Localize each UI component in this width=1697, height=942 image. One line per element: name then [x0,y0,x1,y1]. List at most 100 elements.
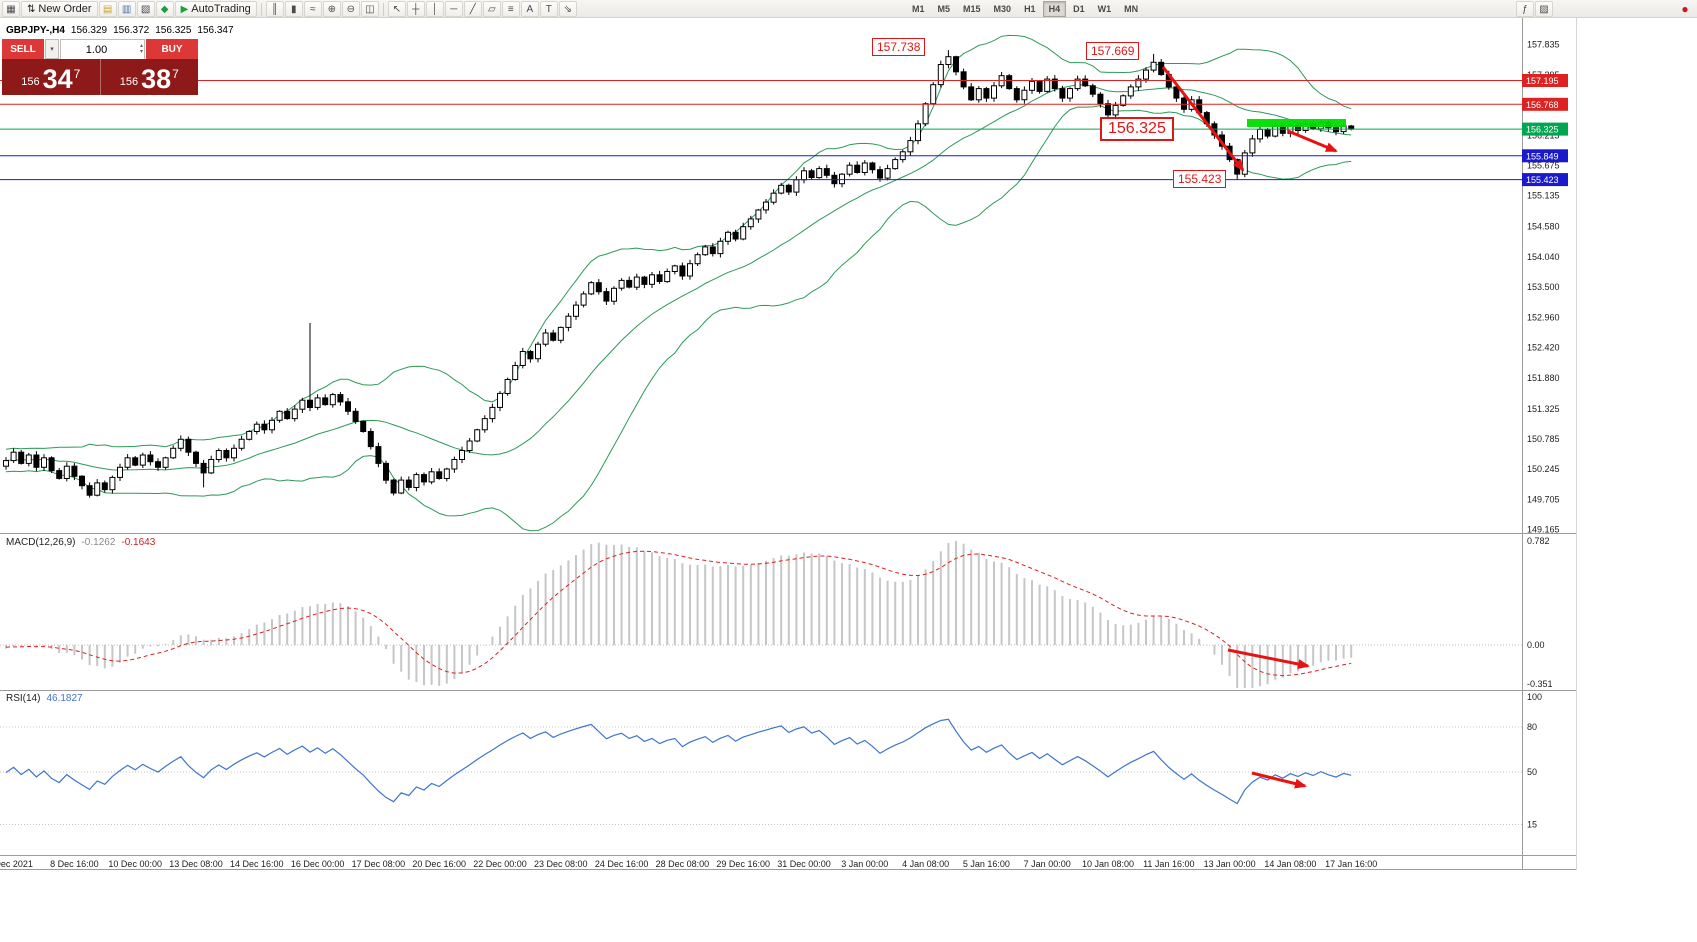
timeframe-w1-button[interactable]: W1 [1092,1,1118,17]
sell-price-pip: 7 [73,67,81,81]
svg-text:155.423: 155.423 [1526,175,1559,185]
market-watch-button[interactable]: ▥ [117,1,136,17]
horizontal-line-button[interactable]: ─ [444,1,463,17]
community-button[interactable]: ● [1676,1,1694,17]
svg-text:14 Jan 08:00: 14 Jan 08:00 [1264,859,1316,869]
autotrading-icon: ▶ [180,3,189,15]
rsi-line [5,718,1352,805]
candlestick-chart-button[interactable]: ▮ [284,1,303,17]
svg-text:10 Jan 08:00: 10 Jan 08:00 [1082,859,1134,869]
volume-stepper: ▴ ▾ [140,40,143,58]
buy-price-big: 38 [141,64,172,94]
toolbar-separator [382,2,384,16]
svg-text:16 Dec 00:00: 16 Dec 00:00 [291,859,345,869]
svg-text:5 Jan 16:00: 5 Jan 16:00 [963,859,1010,869]
macd-signal-line [5,550,1352,677]
line-chart-button[interactable]: ≈ [303,1,322,17]
hline-155-849[interactable]: 155.849 [0,149,1568,163]
templates-button[interactable]: ▨ [1535,1,1553,17]
timeframe-d1-button[interactable]: D1 [1067,1,1091,17]
timeframe-m15-button[interactable]: M15 [957,1,987,17]
svg-text:50: 50 [1527,767,1537,777]
svg-text:149.165: 149.165 [1527,525,1560,535]
red-arrow[interactable] [1161,66,1245,172]
ohlc-low: 156.325 [155,25,192,36]
timeframe-m30-button[interactable]: M30 [988,1,1018,17]
profiles-button[interactable]: ▤ [98,1,117,17]
svg-text:29 Dec 16:00: 29 Dec 16:00 [716,859,770,869]
timeframe-mn-button[interactable]: MN [1118,1,1144,17]
price-callout[interactable]: 157.669 [1086,42,1140,60]
buy-price-display[interactable]: 156 38 7 [99,59,199,95]
buy-price-pip: 7 [172,67,179,81]
indicators-button[interactable]: ƒ [1516,1,1534,17]
new-order-button[interactable]: ⇅ New Order [21,1,98,17]
price-callout[interactable]: 155.423 [1173,170,1227,188]
trendline-button[interactable]: ╱ [463,1,482,17]
crosshair-button[interactable]: ┼ [406,1,425,17]
order-type-dropdown[interactable]: ▾ [45,39,59,59]
price-axis[interactable]: 157.835157.295156.755156.215155.675155.1… [1527,40,1560,535]
hline-155-423[interactable]: 155.423 [0,173,1568,187]
fibonacci-button[interactable]: ≡ [501,1,520,17]
new-chart-button[interactable]: ▦ [2,1,20,17]
sell-button[interactable]: SELL [2,39,44,59]
text-label-button[interactable]: T [539,1,558,17]
timeframe-m1-button[interactable]: M1 [906,1,931,17]
zoom-out-button[interactable]: ⊖ [341,1,360,17]
timeframe-m5-button[interactable]: M5 [932,1,957,17]
toolbar-right-cluster: ƒ ▨ [1516,0,1553,18]
timeframe-h1-button[interactable]: H1 [1018,1,1042,17]
cursor-button[interactable]: ↖ [387,1,406,17]
ohlc-open: 156.329 [70,25,108,36]
svg-text:17 Dec 08:00: 17 Dec 08:00 [352,859,406,869]
macd-scale: 0.782 0.00 -0.351 [1527,536,1553,689]
sell-price-big: 34 [42,64,73,94]
tile-windows-button[interactable]: ◫ [360,1,379,17]
candles-layer [3,50,1355,498]
autotrading-label: AutoTrading [191,2,251,15]
svg-text:20 Dec 16:00: 20 Dec 16:00 [412,859,466,869]
hline-156-768[interactable]: 156.768 [0,97,1568,111]
hline-157-195[interactable]: 157.195 [0,74,1568,87]
bollinger-upper [5,34,1352,450]
macd-label: MACD(12,26,9) -0.1262 -0.1643 [6,537,155,548]
expert-advisors-button[interactable]: ◆ [155,1,174,17]
time-axis[interactable]: Dec 2021 8 Dec 16:00 10 Dec 00:00 13 Dec 08… [0,859,1377,869]
bar-chart-button[interactable]: ║ [265,1,284,17]
vertical-line-button[interactable]: │ [425,1,444,17]
text-button[interactable]: A [520,1,539,17]
svg-text:155.849: 155.849 [1526,151,1559,161]
price-callout[interactable]: 157.738 [872,38,926,56]
zoom-in-button[interactable]: ⊕ [322,1,341,17]
bollinger-bands [5,34,1352,532]
svg-text:13 Dec 08:00: 13 Dec 08:00 [169,859,223,869]
red-arrow[interactable] [1227,648,1310,669]
hline-156-325[interactable]: 156.325 [0,122,1568,136]
price-callout[interactable]: 156.325 [1100,117,1174,141]
red-arrow[interactable] [1251,771,1307,789]
bollinger-middle [5,84,1352,471]
buy-button[interactable]: BUY [146,39,198,59]
timeframe-h4-button[interactable]: H4 [1042,1,1067,17]
sell-price-display[interactable]: 156 34 7 [2,59,100,95]
red-arrow[interactable] [1287,129,1338,153]
svg-text:152.420: 152.420 [1527,343,1560,353]
volume-input[interactable] [61,41,144,59]
ohlc-close: 156.347 [197,25,234,36]
svg-text:100: 100 [1527,692,1542,702]
svg-text:80: 80 [1527,722,1537,732]
svg-text:Dec 2021: Dec 2021 [0,859,33,869]
svg-text:13 Jan 00:00: 13 Jan 00:00 [1204,859,1256,869]
new-order-label: New Order [38,2,92,15]
data-window-button[interactable]: ▧ [136,1,155,17]
autotrading-button[interactable]: ▶ AutoTrading [174,1,257,17]
svg-text:17 Jan 16:00: 17 Jan 16:00 [1325,859,1377,869]
volume-down-button[interactable]: ▾ [139,49,143,55]
panel-separators [0,18,1577,870]
arrow-objects-button[interactable]: ⇘ [558,1,577,17]
volume-up-button[interactable]: ▴ [139,43,143,49]
svg-text:155.675: 155.675 [1527,161,1560,171]
equidistant-channel-button[interactable]: ▱ [482,1,501,17]
